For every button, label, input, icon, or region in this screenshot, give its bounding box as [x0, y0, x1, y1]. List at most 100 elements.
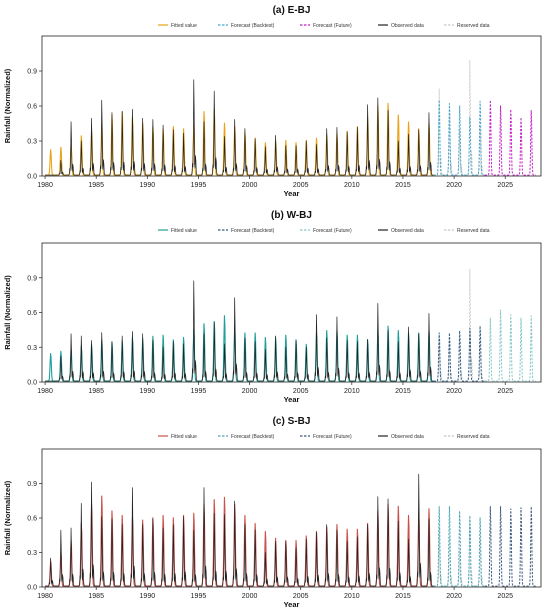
data-point-fitted: [214, 108, 215, 109]
data-point-fitted: [142, 122, 143, 123]
data-point-observed: [71, 120, 72, 121]
data-point-fitted: [326, 526, 327, 527]
data-point-fitted: [255, 332, 256, 333]
data-point-fitted: [204, 503, 205, 504]
data-point-fitted: [71, 144, 72, 145]
x-tick-label: 1985: [88, 593, 104, 600]
data-point-fitted: [347, 130, 348, 131]
series-observed-data: [45, 79, 434, 176]
x-tick-label: 1980: [37, 593, 53, 600]
chart-title: (a) E-BJ: [273, 5, 311, 16]
data-point-fitted: [347, 528, 348, 529]
data-point-observed: [388, 496, 389, 497]
x-tick-label: 2000: [242, 182, 258, 189]
data-point-observed: [71, 526, 72, 527]
y-tick-label: 0.0: [27, 174, 37, 181]
data-point-observed: [71, 332, 72, 333]
x-tick-label: 2005: [293, 593, 309, 600]
data-point-fitted: [81, 135, 82, 136]
data-point-fitted: [122, 514, 123, 515]
data-point-fitted: [275, 337, 276, 338]
data-point-observed: [50, 381, 51, 382]
data-point-reserved: [449, 338, 450, 339]
legend-label-forecast-backtest: Forecast (Backtest): [231, 228, 275, 234]
x-tick-label: 2020: [446, 182, 462, 189]
y-tick-label: 0.9: [27, 69, 37, 76]
legend-label-reserved-data: Reserved data: [457, 434, 490, 440]
series-forecast-backtest: [433, 505, 485, 587]
data-point-observed: [122, 334, 123, 335]
data-point-backtest: [439, 99, 440, 100]
data-point-observed: [183, 132, 184, 133]
data-point-future: [490, 99, 491, 100]
data-point-observed: [163, 346, 164, 347]
data-point-observed: [142, 332, 143, 333]
data-point-reserved: [449, 114, 450, 115]
data-point-fitted: [398, 330, 399, 331]
data-point-future: [531, 315, 532, 316]
data-point-observed: [265, 348, 266, 349]
data-point-observed: [275, 134, 276, 135]
y-tick-label: 0.3: [27, 345, 37, 352]
data-point-future: [510, 313, 511, 314]
data-point-fitted: [112, 510, 113, 511]
data-point-observed: [316, 312, 317, 313]
y-tick-label: 0.6: [27, 516, 37, 523]
data-point-observed: [224, 135, 225, 136]
data-point-observed: [101, 514, 102, 515]
data-point-observed: [234, 118, 235, 119]
plot-frame: [41, 35, 542, 177]
data-point-future: [500, 105, 501, 106]
data-point-observed: [388, 329, 389, 330]
data-point-observed: [91, 339, 92, 340]
data-point-backtest: [449, 332, 450, 333]
x-tick-label: 1995: [191, 388, 207, 395]
data-point-fitted: [91, 130, 92, 131]
data-point-observed: [81, 334, 82, 335]
data-point-fitted: [398, 505, 399, 506]
data-point-fitted: [265, 530, 266, 531]
data-layer: [44, 471, 536, 587]
data-point-fitted: [418, 332, 419, 333]
data-point-fitted: [388, 503, 389, 504]
legend-label-reserved-data: Reserved data: [457, 228, 490, 234]
data-point-fitted: [204, 111, 205, 112]
data-point-future: [521, 317, 522, 318]
data-point-observed: [429, 111, 430, 112]
data-point-observed: [214, 511, 215, 512]
data-point-observed: [418, 471, 419, 472]
data-point-backtest: [459, 330, 460, 331]
data-point-fitted: [224, 122, 225, 123]
x-axis-label: Year: [284, 600, 300, 609]
legend-label-forecast-future: Forecast (Future): [313, 23, 352, 29]
y-tick-label: 0.3: [27, 139, 37, 146]
data-point-fitted: [214, 498, 215, 499]
legend-label-fitted-value: Fitted value: [171, 23, 197, 29]
data-point-fitted: [418, 512, 419, 513]
data-point-observed: [316, 143, 317, 144]
data-point-observed: [193, 77, 194, 78]
data-point-fitted: [132, 337, 133, 338]
data-point-future: [510, 108, 511, 109]
data-point-backtest: [439, 505, 440, 506]
data-point-fitted: [183, 514, 184, 515]
data-point-observed: [204, 120, 205, 121]
data-point-fitted: [71, 348, 72, 349]
data-point-fitted: [316, 332, 317, 333]
data-point-fitted: [347, 334, 348, 335]
data-point-fitted: [245, 132, 246, 133]
y-axis-label: Rainfall (Normalized): [3, 68, 12, 143]
x-tick-label: 1990: [140, 593, 156, 600]
data-point-fitted: [132, 116, 133, 117]
legend-label-observed-data: Observed data: [391, 228, 424, 234]
data-point-backtest: [459, 105, 460, 106]
data-point-observed: [112, 111, 113, 112]
data-point-observed: [61, 528, 62, 529]
data-point-reserved: [470, 266, 471, 267]
data-point-fitted: [112, 341, 113, 342]
data-point-observed: [204, 332, 205, 333]
data-point-observed: [255, 528, 256, 529]
data-point-fitted: [112, 114, 113, 115]
data-point-reserved: [439, 86, 440, 87]
y-axis-label: Rainfall (Normalized): [3, 480, 12, 555]
